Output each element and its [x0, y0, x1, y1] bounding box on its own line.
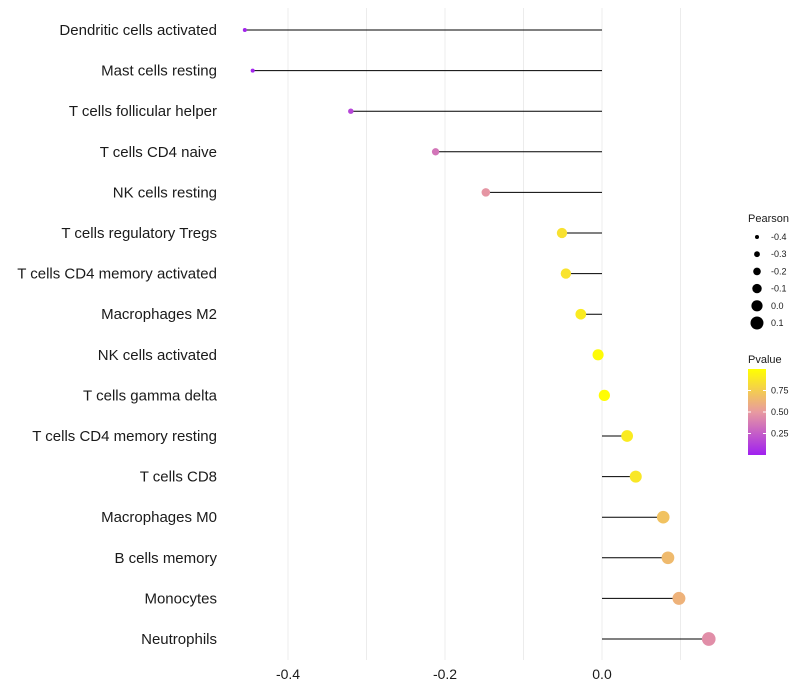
- x-tick-label: 0.0: [592, 666, 612, 682]
- lollipop-point: [560, 268, 572, 279]
- pearson-legend-label: -0.4: [771, 232, 787, 242]
- category-label: T cells gamma delta: [83, 387, 218, 404]
- lollipop-point: [598, 389, 610, 402]
- pearson-legend-title: Pearson: [748, 213, 789, 225]
- lollipop-point: [431, 148, 440, 156]
- pearson-legend-label: 0.0: [771, 301, 784, 311]
- lollipop-point: [250, 68, 255, 73]
- lollipop-point: [661, 551, 675, 565]
- lollipop-point: [592, 349, 604, 361]
- category-label: T cells CD4 memory resting: [32, 428, 217, 445]
- category-labels: Dendritic cells activated Mast cells rest…: [17, 22, 217, 648]
- stems-layer: [244, 29, 709, 640]
- lollipop-point: [701, 632, 716, 646]
- points-layer: [242, 28, 716, 646]
- pearson-legend: Pearson -0.4 -0.3 -0.2 -0.1 0.0 0.1: [748, 213, 789, 330]
- x-axis-ticks: -0.4 -0.2 0.0: [276, 666, 612, 682]
- category-label: Macrophages M2: [101, 306, 217, 323]
- category-label: NK cells resting: [113, 184, 217, 201]
- pearson-legend-label: -0.1: [771, 284, 787, 294]
- lollipop-point: [348, 108, 354, 114]
- lollipop-point: [481, 188, 491, 197]
- category-label: T cells follicular helper: [69, 103, 217, 120]
- category-label: Dendritic cells activated: [59, 22, 217, 39]
- pvalue-colorbar: [748, 369, 766, 455]
- lollipop-point: [656, 510, 670, 524]
- pearson-legend-key: [755, 235, 759, 239]
- pvalue-tick-label: 0.75: [771, 386, 789, 396]
- lollipop-point: [556, 227, 568, 239]
- pvalue-legend-title: Pvalue: [748, 354, 782, 366]
- category-label: NK cells activated: [98, 347, 217, 364]
- category-label: T cells CD8: [140, 469, 217, 486]
- category-label: T cells CD4 naive: [100, 144, 217, 161]
- pearson-legend-key: [753, 267, 761, 276]
- grid-layer: [287, 8, 681, 660]
- category-label: T cells regulatory Tregs: [61, 225, 217, 242]
- category-label: Macrophages M0: [101, 509, 217, 526]
- pearson-legend-label: 0.1: [771, 318, 784, 328]
- category-label: B cells memory: [114, 550, 217, 567]
- pearson-legend-key: [751, 300, 763, 312]
- pearson-legend-label: -0.2: [771, 266, 787, 276]
- category-label: Monocytes: [144, 590, 217, 607]
- x-tick-label: -0.4: [276, 666, 300, 682]
- lollipop-point: [242, 28, 247, 32]
- category-label: T cells CD4 memory activated: [17, 266, 217, 283]
- category-label: Neutrophils: [141, 631, 217, 648]
- pearson-legend-key: [750, 316, 764, 330]
- lollipop-point: [621, 430, 634, 442]
- category-label: Mast cells resting: [101, 63, 217, 80]
- x-tick-label: -0.2: [433, 666, 457, 682]
- pearson-legend-key: [752, 283, 762, 294]
- pvalue-tick-label: 0.50: [771, 407, 789, 417]
- lollipop-point: [672, 591, 686, 605]
- pvalue-legend: Pvalue 0.25 0.50 0.75: [748, 354, 789, 455]
- pearson-legend-label: -0.3: [771, 249, 787, 259]
- pvalue-tick-label: 0.25: [771, 429, 789, 439]
- lollipop-point: [629, 470, 642, 483]
- pearson-legend-key: [754, 251, 760, 258]
- lollipop-point: [575, 308, 587, 320]
